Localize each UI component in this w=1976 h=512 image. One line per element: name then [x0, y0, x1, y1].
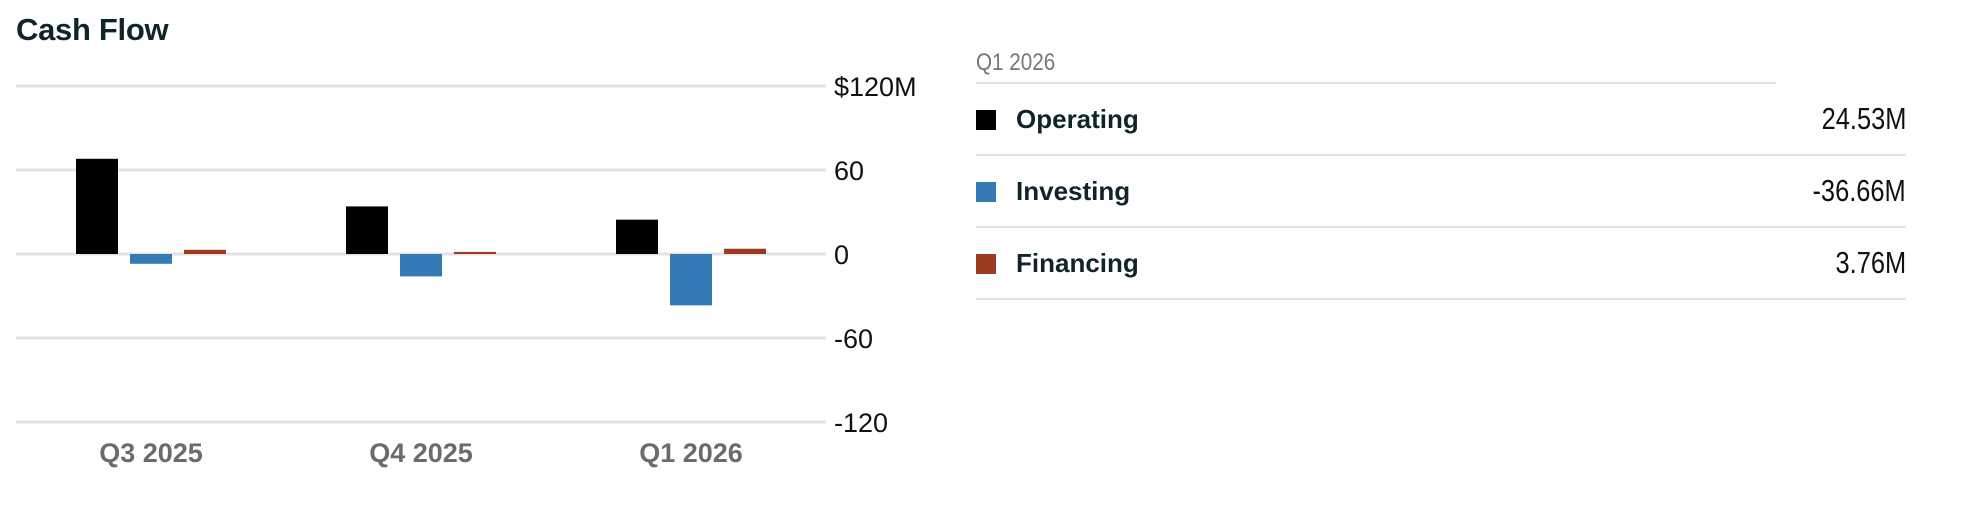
bar-financing-q1-2026[interactable] — [724, 248, 766, 254]
x-category-label: Q4 2025 — [369, 438, 473, 468]
y-tick-label: -120 — [834, 408, 888, 438]
operating-swatch — [976, 110, 996, 130]
legend-name: Operating — [1016, 104, 1139, 134]
y-tick-label: $120M — [834, 72, 917, 102]
x-category-label: Q3 2025 — [99, 438, 203, 468]
bar-investing-q3-2025[interactable] — [130, 254, 172, 264]
x-category-label: Q1 2026 — [639, 438, 743, 468]
y-axis-ticks: $120M 60 0 -60 -120 — [834, 72, 917, 438]
bar-financing-q3-2025[interactable] — [184, 249, 226, 254]
legend-period: Q1 2026 — [976, 44, 1776, 84]
legend-value: -36.66M — [1812, 173, 1906, 208]
bar-financing-q4-2025[interactable] — [454, 251, 496, 254]
legend-name: Financing — [1016, 248, 1139, 278]
y-tick-label: -60 — [834, 324, 873, 354]
y-tick-label: 0 — [834, 240, 849, 270]
bar-operating-q3-2025[interactable] — [76, 158, 118, 254]
legend-value: 24.53M — [1821, 101, 1906, 136]
y-tick-label: 60 — [834, 156, 864, 186]
legend-row-investing[interactable]: Investing -36.66M — [976, 156, 1906, 228]
chart-title: Cash Flow — [16, 12, 169, 47]
financing-swatch — [976, 254, 996, 274]
legend-row-operating[interactable]: Operating 24.53M — [976, 84, 1906, 156]
legend-value: 3.76M — [1835, 245, 1906, 280]
bar-investing-q1-2026[interactable] — [670, 254, 712, 306]
bar-operating-q4-2025[interactable] — [346, 206, 388, 254]
bars — [76, 158, 766, 306]
cash-flow-bar-chart: $120M 60 0 -60 -120 Q3 2025 Q4 2025 Q1 2026 — [16, 72, 917, 468]
investing-swatch — [976, 182, 996, 202]
x-axis-categories: Q3 2025 Q4 2025 Q1 2026 — [99, 438, 743, 468]
legend-row-financing[interactable]: Financing 3.76M — [976, 228, 1906, 300]
legend-panel: Q1 2026 Operating 24.53M Investing -36.6… — [976, 44, 1906, 300]
bar-operating-q1-2026[interactable] — [616, 219, 658, 254]
bar-investing-q4-2025[interactable] — [400, 254, 442, 277]
legend-name: Investing — [1016, 176, 1131, 206]
